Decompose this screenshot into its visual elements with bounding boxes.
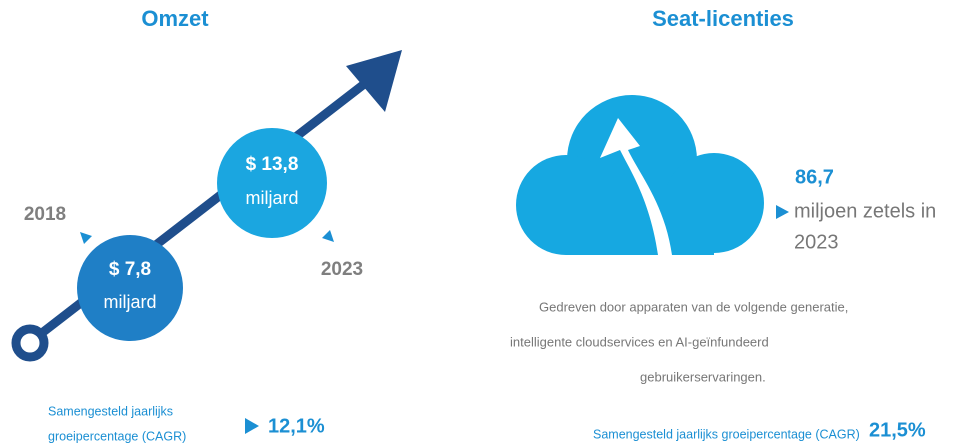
- pointer: [322, 230, 334, 242]
- left-title: Omzet: [141, 6, 209, 31]
- pointer: [776, 205, 789, 219]
- start-ring: [11, 324, 49, 362]
- end-amount: $ 13,8: [246, 154, 299, 175]
- right-title: Seat-licenties: [652, 6, 794, 31]
- end-bubble: [217, 128, 327, 238]
- description: gebruikerservaringen.: [640, 369, 766, 384]
- end-unit: miljard: [245, 188, 298, 208]
- start-bubble: [77, 235, 183, 341]
- cagr-value: 21,5%: [869, 419, 926, 441]
- start-unit: miljard: [103, 292, 156, 312]
- arrow-head: [346, 50, 402, 112]
- stat-text: 2023: [794, 231, 839, 253]
- start-amount: $ 7,8: [109, 259, 151, 280]
- stat-text: miljoen zetels in: [794, 200, 936, 222]
- start-year: 2018: [24, 204, 66, 225]
- upload-arrow: [600, 118, 672, 255]
- pointer: [80, 232, 92, 244]
- end-year: 2023: [321, 259, 363, 280]
- description: Gedreven door apparaten van de volgende …: [539, 299, 848, 314]
- cagr-value: 12,1%: [268, 415, 325, 437]
- cagr-label: Samengesteld jaarlijks: [48, 404, 173, 418]
- cagr-label: groeipercentage (CAGR): [48, 429, 186, 443]
- stat-value: 86,7: [795, 166, 834, 188]
- description: intelligente cloudservices en AI-geïnfun…: [510, 334, 769, 349]
- cagr-label: Samengesteld jaarlijks groeipercentage (…: [593, 427, 860, 441]
- pointer: [245, 418, 259, 434]
